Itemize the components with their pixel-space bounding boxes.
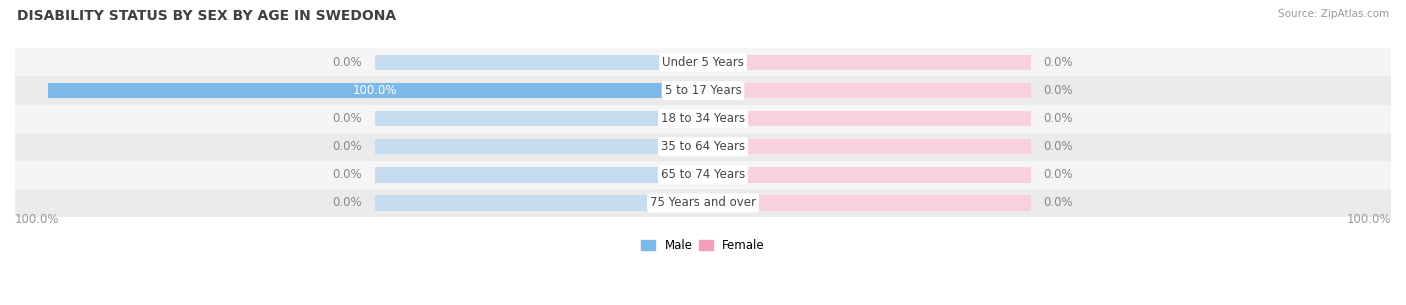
Text: 5 to 17 Years: 5 to 17 Years bbox=[665, 84, 741, 97]
Bar bbox=[48, 83, 703, 98]
Text: 35 to 64 Years: 35 to 64 Years bbox=[661, 140, 745, 153]
Bar bbox=[15, 77, 1391, 105]
Bar bbox=[375, 111, 703, 126]
Bar bbox=[375, 83, 703, 98]
Text: 100.0%: 100.0% bbox=[353, 84, 398, 97]
Text: 75 Years and over: 75 Years and over bbox=[650, 196, 756, 210]
Text: DISABILITY STATUS BY SEX BY AGE IN SWEDONA: DISABILITY STATUS BY SEX BY AGE IN SWEDO… bbox=[17, 9, 396, 23]
Text: 65 to 74 Years: 65 to 74 Years bbox=[661, 168, 745, 181]
Text: 18 to 34 Years: 18 to 34 Years bbox=[661, 112, 745, 125]
Text: 0.0%: 0.0% bbox=[1043, 84, 1073, 97]
Bar bbox=[375, 55, 703, 70]
Bar bbox=[703, 195, 1031, 211]
Bar bbox=[703, 167, 1031, 183]
Bar bbox=[375, 195, 703, 211]
Text: Source: ZipAtlas.com: Source: ZipAtlas.com bbox=[1278, 9, 1389, 19]
Bar bbox=[703, 83, 1031, 98]
Text: 0.0%: 0.0% bbox=[1043, 140, 1073, 153]
Text: 0.0%: 0.0% bbox=[333, 56, 363, 69]
Text: 0.0%: 0.0% bbox=[333, 168, 363, 181]
Bar bbox=[15, 161, 1391, 189]
Text: 0.0%: 0.0% bbox=[1043, 196, 1073, 210]
Text: 0.0%: 0.0% bbox=[333, 140, 363, 153]
Text: 0.0%: 0.0% bbox=[333, 196, 363, 210]
Bar bbox=[15, 48, 1391, 77]
Bar bbox=[15, 105, 1391, 133]
Text: 0.0%: 0.0% bbox=[333, 112, 363, 125]
Text: 0.0%: 0.0% bbox=[1043, 56, 1073, 69]
Bar bbox=[703, 111, 1031, 126]
Text: 0.0%: 0.0% bbox=[1043, 168, 1073, 181]
Bar bbox=[375, 139, 703, 154]
Text: 0.0%: 0.0% bbox=[1043, 112, 1073, 125]
Bar bbox=[375, 167, 703, 183]
Bar bbox=[703, 139, 1031, 154]
Text: 100.0%: 100.0% bbox=[15, 213, 59, 226]
Legend: Male, Female: Male, Female bbox=[641, 239, 765, 252]
Text: Under 5 Years: Under 5 Years bbox=[662, 56, 744, 69]
Bar bbox=[15, 189, 1391, 217]
Bar bbox=[15, 133, 1391, 161]
Text: 100.0%: 100.0% bbox=[1347, 213, 1391, 226]
Bar bbox=[703, 55, 1031, 70]
